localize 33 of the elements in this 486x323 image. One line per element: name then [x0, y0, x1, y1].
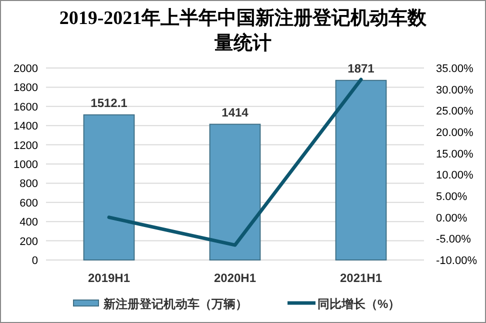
y2-tick-label: 30.00% — [436, 84, 474, 96]
x-tick-label: 2021H1 — [340, 271, 382, 285]
legend-label: 新注册登记机动车（万辆） — [102, 297, 248, 311]
y-tick-label: 0 — [32, 255, 38, 267]
y2-tick-label: 5.00% — [436, 191, 468, 203]
x-tick-label: 2020H1 — [214, 271, 256, 285]
y2-tick-label: 20.00% — [436, 127, 474, 139]
y2-tick-label: 35.00% — [436, 63, 474, 75]
data-label: 1414 — [222, 105, 249, 120]
x-tick-label: 2019H1 — [88, 271, 130, 285]
y-tick-label: 1600 — [14, 101, 38, 114]
y-tick-label: 1400 — [14, 120, 38, 133]
y-tick-label: 1000 — [14, 159, 38, 171]
title: 2019-2021年上半年中国新注册登记机动车数量统计 — [59, 8, 427, 54]
y2-tick-label: 0.00% — [436, 212, 468, 224]
y2-tick-label: 10.00% — [436, 170, 474, 182]
data-label: 1871 — [348, 61, 375, 76]
y-tick-label: 400 — [20, 216, 38, 229]
bar — [209, 124, 261, 260]
legend-label: 同比增长（%） — [318, 297, 400, 311]
y-tick-label: 2000 — [14, 63, 38, 75]
y-tick-label: 1200 — [14, 140, 38, 152]
y2-tick-label: -5.00% — [436, 234, 472, 246]
y-tick-label: 200 — [20, 236, 38, 248]
y-tick-label: 1800 — [14, 82, 38, 94]
y-tick-label: 600 — [20, 197, 38, 210]
data-label: 1512.1 — [90, 96, 128, 110]
bar — [335, 80, 387, 260]
y2-tick-label: -10.00% — [436, 255, 478, 267]
y2-tick-label: 15.00% — [436, 148, 474, 160]
bar — [83, 114, 135, 260]
y2-tick-label: 25.00% — [436, 106, 474, 118]
y-tick-label: 800 — [20, 178, 38, 190]
